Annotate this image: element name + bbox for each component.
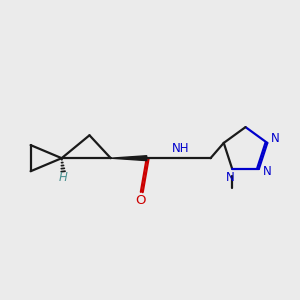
- Text: N: N: [226, 170, 235, 184]
- Text: O: O: [135, 194, 146, 207]
- Text: N: N: [263, 165, 272, 178]
- Text: N: N: [271, 133, 280, 146]
- Polygon shape: [111, 156, 147, 161]
- Text: H: H: [59, 171, 68, 184]
- Text: NH: NH: [172, 142, 189, 155]
